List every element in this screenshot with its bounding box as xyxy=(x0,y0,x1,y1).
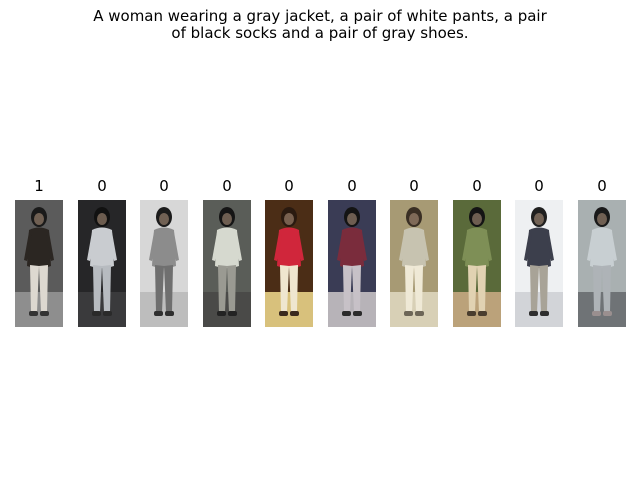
person-figure xyxy=(390,200,438,327)
query-caption: A woman wearing a gray jacket, a pair of… xyxy=(40,8,600,42)
match-label: 0 xyxy=(97,177,107,195)
candidate-thumbnail xyxy=(515,200,563,327)
match-label: 0 xyxy=(534,177,544,195)
person-figure xyxy=(453,200,501,327)
person-figure xyxy=(328,200,376,327)
person-figure xyxy=(578,200,626,327)
match-label: 0 xyxy=(284,177,294,195)
person-figure xyxy=(140,200,188,327)
match-label: 0 xyxy=(222,177,232,195)
match-label: 0 xyxy=(409,177,419,195)
match-label: 1 xyxy=(34,177,44,195)
candidate-thumbnail xyxy=(203,200,251,327)
person-figure xyxy=(515,200,563,327)
person-figure xyxy=(203,200,251,327)
caption-line-2: of black socks and a pair of gray shoes. xyxy=(171,24,469,42)
match-label: 0 xyxy=(597,177,607,195)
candidate-thumbnail xyxy=(453,200,501,327)
candidate-thumbnail xyxy=(78,200,126,327)
person-figure xyxy=(15,200,63,327)
caption-line-1: A woman wearing a gray jacket, a pair of… xyxy=(93,7,547,25)
candidate-thumbnail xyxy=(328,200,376,327)
candidate-thumbnail xyxy=(140,200,188,327)
match-label: 0 xyxy=(347,177,357,195)
match-label: 0 xyxy=(159,177,169,195)
candidate-thumbnail xyxy=(578,200,626,327)
person-figure xyxy=(265,200,313,327)
match-label: 0 xyxy=(472,177,482,195)
candidate-thumbnail xyxy=(390,200,438,327)
person-figure xyxy=(78,200,126,327)
candidate-thumbnail xyxy=(15,200,63,327)
candidate-thumbnail xyxy=(265,200,313,327)
